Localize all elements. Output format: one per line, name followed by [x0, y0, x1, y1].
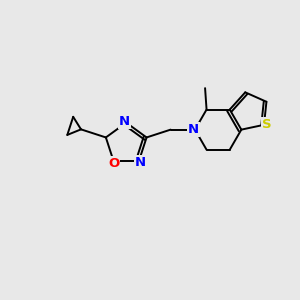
Text: N: N [119, 115, 130, 128]
Text: N: N [135, 156, 146, 170]
Text: S: S [262, 118, 271, 131]
Text: N: N [188, 123, 199, 136]
Text: O: O [108, 157, 119, 170]
